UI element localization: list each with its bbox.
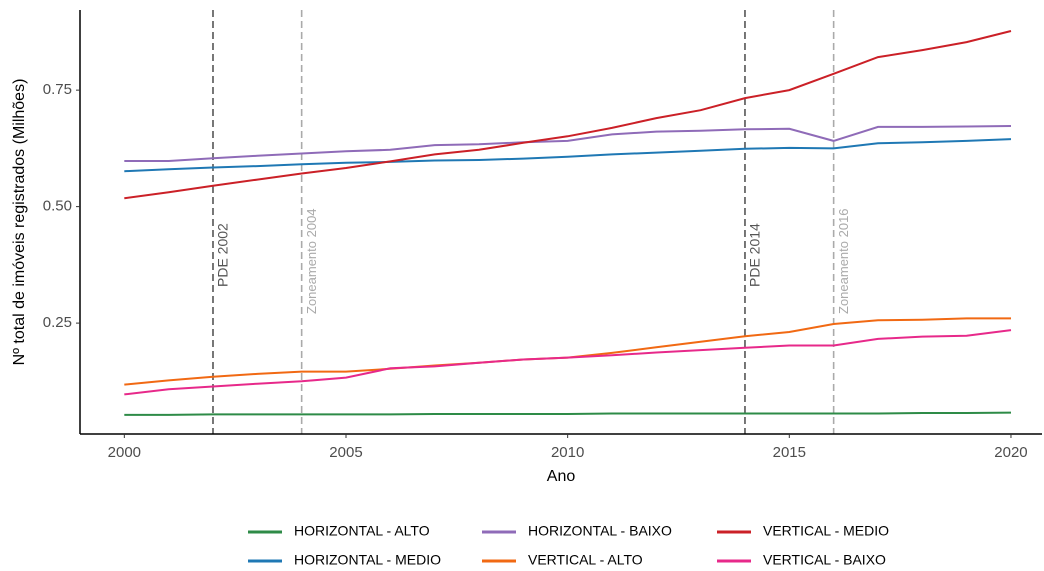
x-tick-label: 2005: [329, 444, 362, 461]
series-line: [124, 30, 1012, 200]
legend-label: VERTICAL - MEDIO: [763, 523, 889, 539]
legend: HORIZONTAL - ALTO HORIZONTAL - MEDIO HORIZ…: [248, 523, 889, 568]
reference-label: Zoneamento 2016: [836, 208, 851, 314]
x-tick-label: 2020: [994, 444, 1027, 461]
series-line: [124, 329, 1012, 396]
legend-label: VERTICAL - BAIXO: [763, 552, 886, 568]
series-line: [124, 138, 1012, 173]
reference-label: PDE 2014: [747, 223, 763, 287]
legend-label: HORIZONTAL - ALTO: [294, 523, 430, 539]
series-line: [124, 125, 1012, 162]
x-axis-title: Ano: [547, 468, 576, 485]
x-tick-label: 2000: [108, 444, 141, 461]
x-tick-label: 2015: [773, 444, 806, 461]
legend-label: VERTICAL - ALTO: [528, 552, 643, 568]
series-line: [124, 411, 1012, 416]
series-line: [124, 317, 1011, 386]
y-tick-label: 0.50: [43, 198, 72, 215]
legend-label: HORIZONTAL - MEDIO: [294, 552, 441, 568]
legend-label: HORIZONTAL - BAIXO: [528, 523, 672, 539]
y-axis-title: Nº total de imóveis registrados (Milhões…: [11, 79, 28, 366]
y-tick-label: 0.75: [43, 81, 72, 98]
reference-label: PDE 2002: [215, 223, 231, 287]
y-tick-label: 0.25: [43, 314, 72, 331]
x-tick-label: 2010: [551, 444, 584, 461]
reference-label: Zoneamento 2004: [304, 208, 319, 314]
